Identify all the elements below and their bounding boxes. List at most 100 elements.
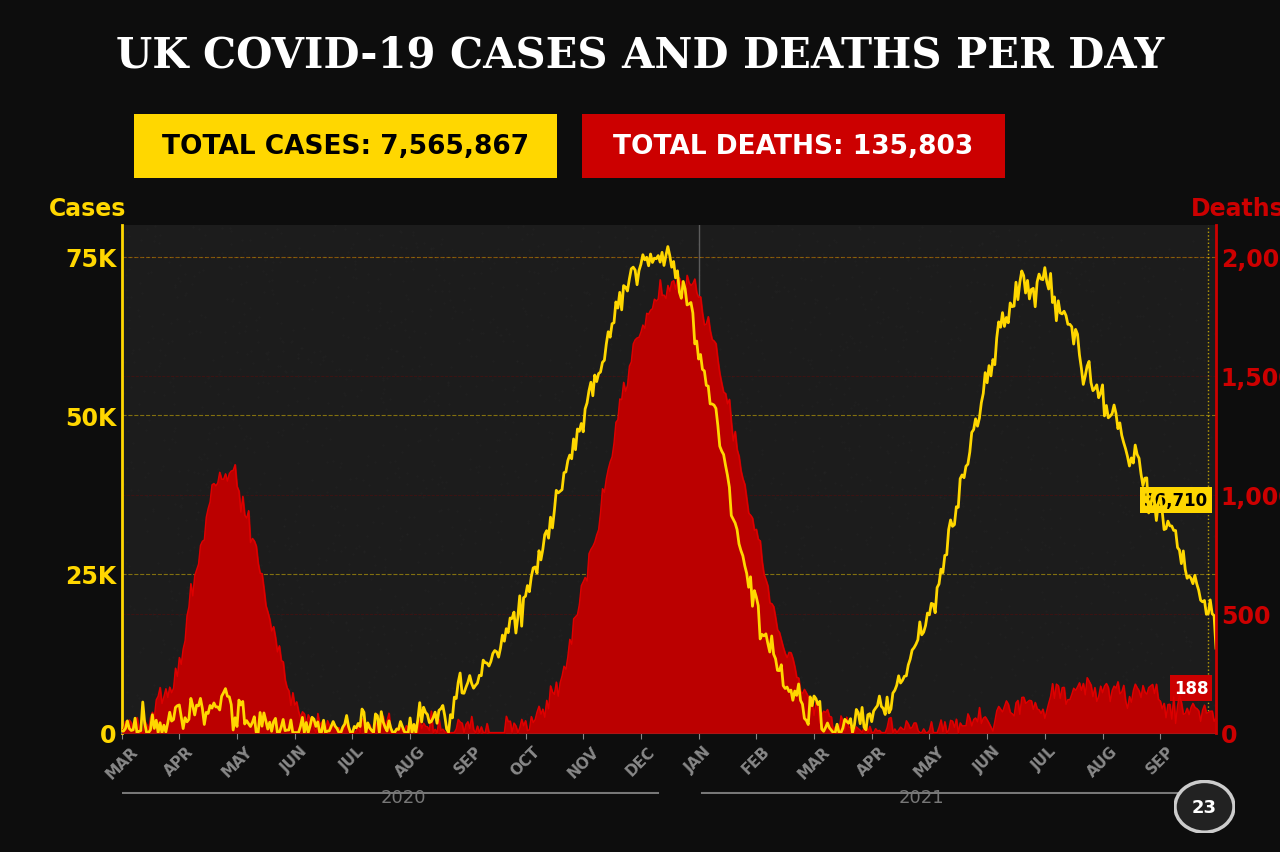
Point — [667, 718, 687, 732]
Point — [984, 512, 1005, 526]
Point — [489, 556, 509, 569]
Point — [1179, 725, 1199, 739]
Point — [867, 394, 887, 407]
Point — [960, 295, 980, 308]
Point — [721, 567, 741, 581]
Point — [1093, 634, 1114, 648]
Point — [882, 530, 902, 544]
Point — [128, 310, 148, 324]
Point — [143, 678, 164, 692]
Point — [1134, 653, 1155, 666]
Point — [858, 699, 878, 712]
Point — [319, 606, 339, 619]
Point — [411, 412, 431, 425]
Point — [955, 377, 975, 391]
Point — [900, 272, 920, 285]
Point — [695, 444, 716, 458]
Point — [280, 592, 301, 606]
Point — [612, 245, 632, 259]
Point — [869, 272, 890, 285]
Point — [849, 222, 869, 235]
Point — [230, 687, 251, 700]
Point — [1093, 279, 1114, 292]
Point — [724, 475, 745, 489]
Point — [348, 646, 369, 659]
Point — [1076, 388, 1097, 401]
Point — [349, 539, 370, 553]
Point — [960, 321, 980, 335]
Point — [837, 458, 858, 472]
Point — [381, 603, 402, 617]
Point — [1061, 250, 1082, 263]
Point — [438, 378, 458, 392]
Point — [545, 392, 566, 406]
Point — [410, 715, 430, 728]
Point — [1059, 392, 1079, 406]
Point — [748, 604, 768, 618]
Point — [748, 510, 768, 524]
Point — [709, 312, 730, 325]
Point — [842, 452, 863, 465]
Point — [466, 632, 486, 646]
Point — [448, 427, 468, 440]
Point — [814, 467, 835, 481]
Point — [961, 544, 982, 558]
Point — [644, 294, 664, 308]
Point — [316, 422, 337, 435]
Point — [890, 590, 910, 603]
Point — [227, 346, 247, 360]
Point — [252, 629, 273, 642]
Point — [591, 630, 612, 643]
Point — [507, 279, 527, 293]
Point — [292, 342, 312, 355]
Point — [795, 463, 815, 476]
Point — [344, 717, 365, 731]
Point — [421, 304, 442, 318]
Point — [239, 432, 260, 446]
Point — [646, 268, 667, 281]
Point — [188, 450, 209, 463]
Point — [782, 223, 803, 237]
Point — [541, 574, 562, 588]
Point — [572, 371, 593, 384]
Point — [137, 490, 157, 504]
Point — [1050, 705, 1070, 719]
Point — [876, 638, 896, 652]
Point — [253, 264, 274, 278]
Point — [191, 547, 211, 561]
Point — [1030, 620, 1051, 634]
Point — [445, 615, 466, 629]
Point — [187, 608, 207, 622]
Point — [639, 681, 659, 694]
Point — [522, 223, 543, 237]
Point — [1085, 433, 1106, 446]
Point — [113, 263, 133, 277]
Point — [850, 717, 870, 730]
Point — [989, 561, 1010, 574]
Point — [195, 376, 215, 389]
Point — [893, 237, 914, 250]
Point — [712, 482, 732, 496]
Point — [1175, 635, 1196, 648]
Point — [915, 260, 936, 273]
Point — [438, 376, 458, 389]
Point — [649, 641, 669, 654]
Point — [979, 301, 1000, 314]
Point — [333, 329, 353, 343]
Point — [759, 532, 780, 546]
Point — [1143, 335, 1164, 348]
Point — [1046, 440, 1066, 454]
Point — [893, 695, 914, 709]
Point — [397, 478, 417, 492]
Point — [534, 286, 554, 300]
Point — [856, 538, 877, 551]
Point — [301, 355, 321, 369]
Point — [120, 455, 141, 469]
Point — [256, 348, 276, 361]
Point — [723, 516, 744, 530]
Point — [1083, 285, 1103, 298]
Point — [762, 291, 782, 304]
Point — [840, 330, 860, 343]
Point — [1119, 697, 1139, 711]
Point — [586, 475, 607, 488]
